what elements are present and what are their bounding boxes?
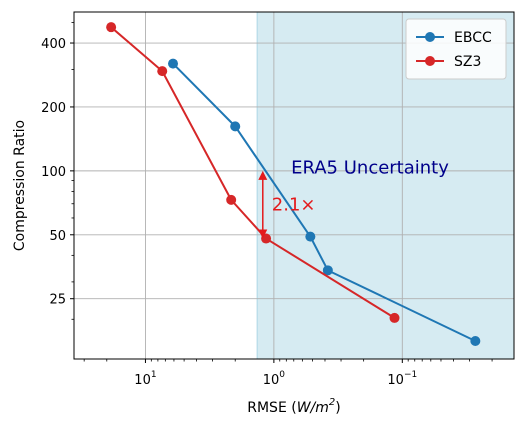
x-tick-label: 101 (134, 370, 156, 388)
ratio-annotation-label: 2.1× (272, 195, 316, 216)
x-tick-label: 100 (263, 370, 286, 388)
era5-uncertainty-label: ERA5 Uncertainty (291, 158, 449, 179)
y-tick-label: 200 (41, 101, 66, 116)
ebcc-point (168, 58, 179, 69)
ebcc-point (322, 265, 333, 276)
y-tick-label: 100 (41, 165, 66, 180)
legend-box (405, 18, 507, 80)
sz3-point (226, 194, 237, 205)
legend-ebcc-marker (425, 32, 435, 42)
x-axis-label: RMSE (W/m2) (247, 397, 341, 416)
ratio-arrow-head-bottom (258, 229, 268, 239)
y-axis-label: Compression Ratio (12, 120, 28, 251)
ratio-arrow-head-top (258, 170, 268, 180)
ebcc-point (470, 336, 481, 347)
y-tick-label: 400 (41, 37, 66, 52)
ebcc-point (305, 231, 316, 242)
y-tick-label: 50 (49, 229, 66, 244)
ebcc-point (230, 121, 241, 132)
y-tick-label: 25 (49, 293, 66, 308)
sz3-point (389, 312, 400, 323)
x-tick-label: 10−1 (387, 370, 417, 388)
sz3-point (157, 66, 168, 77)
legend-sz3-marker (425, 56, 435, 66)
legend-ebcc-label: EBCC (454, 30, 492, 46)
legend-sz3-label: SZ3 (454, 54, 481, 70)
sz3-point (106, 22, 117, 33)
